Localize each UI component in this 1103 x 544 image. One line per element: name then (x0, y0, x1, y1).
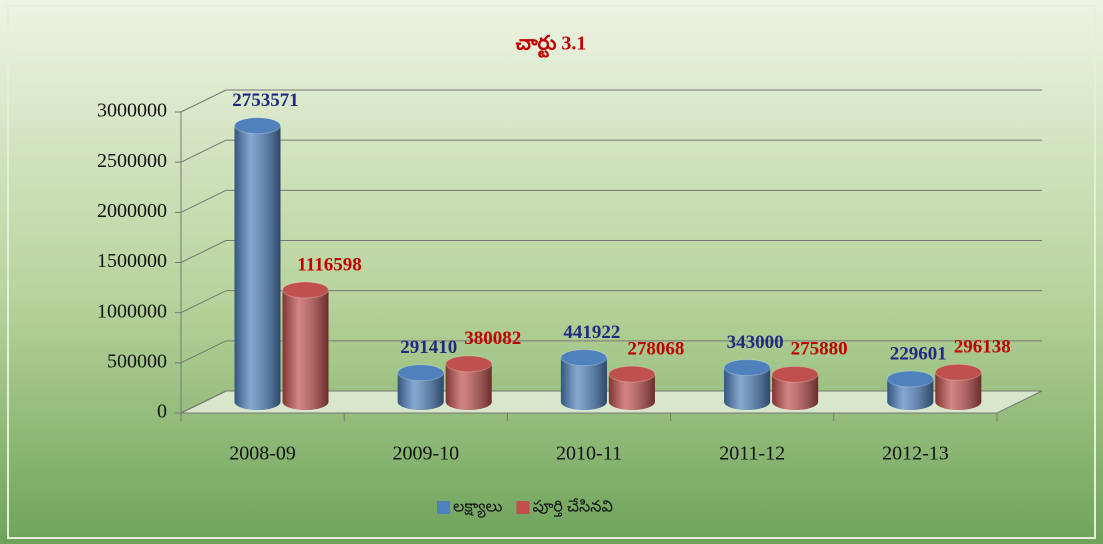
bar-top (723, 359, 771, 377)
chart-title: చార్టు 3.1 (516, 33, 587, 59)
data-label: 1116598 (297, 254, 361, 275)
frame (7, 5, 1096, 539)
bar-top (560, 349, 608, 367)
legend-swatch (516, 501, 530, 514)
y-tick-label: 1500000 (97, 250, 167, 272)
y-tick-label: 2000000 (97, 200, 167, 222)
bar-top (282, 281, 329, 299)
data-label: 343000 (727, 332, 784, 353)
y-tick-label: 1000000 (97, 300, 167, 322)
grid-line (180, 139, 227, 163)
y-tick-label: 500000 (107, 350, 167, 372)
bar-top (886, 370, 934, 388)
bar (560, 349, 608, 410)
x-tick-label: 2012-13 (882, 443, 949, 465)
grid-line (180, 340, 227, 364)
x-tick-label: 2009-10 (392, 443, 459, 465)
bar (234, 117, 281, 411)
bar (608, 365, 656, 410)
bar (445, 355, 493, 410)
legend-label: పూర్తి చేసినవి (532, 498, 612, 518)
bar-shade (445, 363, 492, 410)
grid-line (180, 89, 227, 113)
data-label: 275880 (791, 339, 848, 360)
x-tick-label: 2011-12 (719, 443, 785, 465)
y-tick-label: 3000000 (97, 100, 167, 122)
bar-shade (282, 289, 329, 410)
bar-shade (560, 357, 607, 410)
y-tick-label: 2500000 (97, 150, 167, 172)
grid-line (180, 189, 227, 213)
x-tick-label: 2010-11 (556, 443, 622, 465)
bar (723, 359, 771, 410)
bar-top (771, 365, 819, 383)
bar-shade (608, 374, 655, 410)
bar (282, 281, 329, 410)
bar-shade (887, 378, 934, 410)
data-label: 2753571 (232, 90, 299, 111)
bar (886, 370, 934, 410)
data-label: 229601 (890, 343, 947, 364)
data-label: 278068 (627, 338, 684, 359)
data-label: 380082 (464, 328, 521, 349)
bar-shade (397, 372, 444, 410)
legend-label: లక్ష్యాలు (453, 499, 502, 519)
bar-top (397, 364, 445, 382)
grid-line (180, 240, 227, 263)
bar-top (934, 363, 982, 381)
bar (397, 364, 445, 410)
data-label: 441922 (563, 322, 620, 343)
bar (934, 363, 982, 410)
data-label: 296138 (954, 337, 1011, 358)
x-tick-label: 2008-09 (229, 443, 296, 465)
bar-shade (234, 125, 281, 411)
bar-shade (935, 372, 982, 410)
bar-shade (772, 374, 819, 410)
bar (771, 365, 819, 410)
bar-top (445, 355, 493, 373)
bar-top (234, 117, 281, 135)
legend-swatch (437, 501, 450, 514)
grid-line (180, 290, 227, 314)
y-tick-label: 0 (157, 401, 167, 423)
grid-line (180, 390, 227, 414)
bar-top (608, 365, 656, 383)
bar-shade (724, 367, 771, 410)
data-label: 291410 (400, 337, 457, 358)
